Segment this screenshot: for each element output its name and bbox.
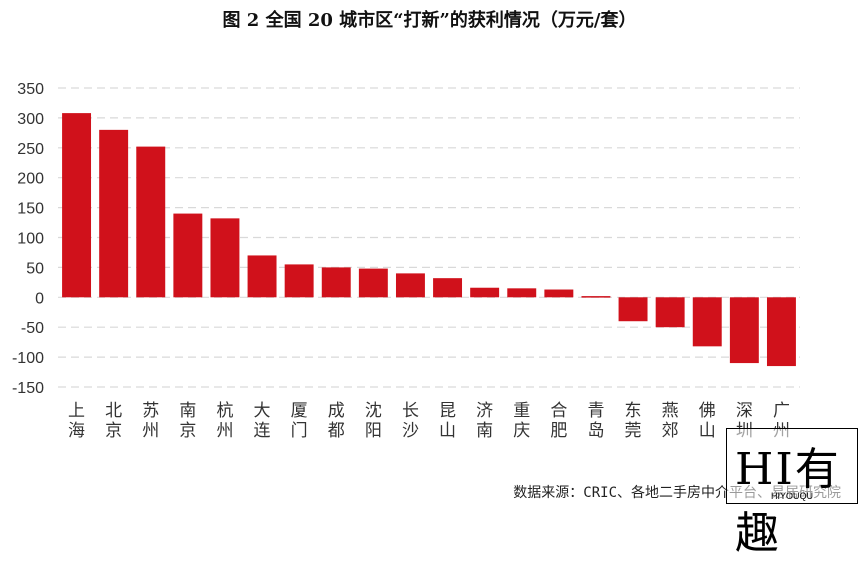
x-category-label: 重庆: [513, 401, 530, 441]
x-category-label: 厦门: [291, 401, 308, 441]
x-category-label: 昆山: [439, 401, 456, 441]
y-tick-label: 300: [17, 111, 44, 128]
x-category-label: 燕郊: [662, 401, 679, 441]
y-tick-label: -150: [12, 380, 44, 397]
y-tick-label: 350: [17, 81, 44, 98]
watermark-subtext: HIYOUQU: [770, 491, 813, 501]
y-tick-label: 250: [17, 141, 44, 158]
y-tick-label: 200: [17, 171, 44, 188]
watermark-logo: HI有趣 HIYOUQU: [726, 428, 858, 559]
bar: [395, 273, 425, 298]
chart-title: 图 2 全国 20 城市区“打新”的获利情况（万元/套）: [222, 10, 637, 31]
bar: [136, 146, 166, 298]
y-tick-label: 150: [17, 201, 44, 218]
y-tick-label: 50: [26, 260, 44, 277]
bar: [247, 255, 277, 298]
bar: [470, 287, 500, 298]
bar: [210, 218, 240, 298]
bar-chart: 350 300 250 200 150 100 50 0 -50 -100 -150 上海北京苏州南京…: [12, 81, 800, 441]
x-category-label: 济南: [476, 401, 493, 441]
bar: [507, 288, 537, 298]
x-category-label: 苏州: [142, 401, 159, 441]
bar: [692, 297, 722, 347]
y-tick-label: 0: [35, 290, 44, 307]
x-category-label: 佛山: [699, 401, 716, 441]
x-category-label: 南京: [179, 401, 196, 441]
x-category-label: 沈阳: [365, 401, 382, 441]
bar: [433, 278, 463, 298]
bar: [618, 297, 648, 322]
bar: [99, 129, 129, 298]
bar: [655, 297, 685, 328]
bar: [173, 213, 203, 298]
bar: [358, 268, 388, 298]
x-category-label: 长沙: [402, 401, 419, 441]
bar: [729, 297, 759, 364]
x-category-label: 青岛: [587, 401, 604, 441]
x-category-label: 成都: [328, 401, 345, 441]
bar: [62, 113, 92, 298]
bar: [581, 296, 611, 298]
bar: [544, 289, 574, 298]
bar: [284, 264, 314, 298]
y-tick-label: -100: [12, 350, 44, 367]
bar: [321, 267, 351, 298]
x-category-label: 大连: [254, 401, 271, 441]
bar: [766, 297, 796, 367]
y-tick-label: 100: [17, 231, 44, 248]
x-category-label: 上海: [68, 401, 85, 441]
x-category-label: 合肥: [550, 401, 567, 441]
x-category-label: 东莞: [625, 401, 642, 441]
x-category-label: 北京: [105, 401, 122, 441]
x-category-label: 杭州: [216, 401, 233, 441]
y-tick-label: -50: [21, 320, 44, 337]
